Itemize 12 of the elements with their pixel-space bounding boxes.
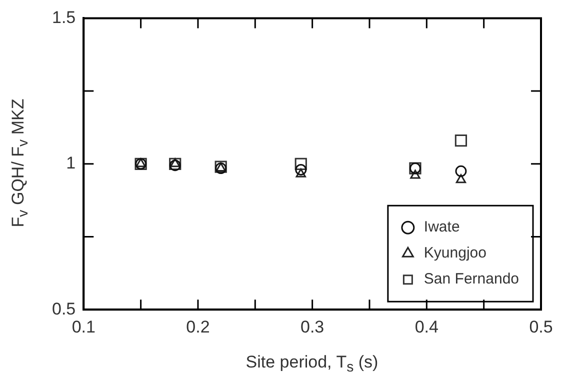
legend-label: San Fernando	[424, 270, 520, 288]
y-tick-label: 1	[66, 154, 76, 173]
legend-label: Kyungjoo	[424, 244, 486, 262]
x-tick-label: 0.1	[72, 317, 96, 336]
x-tick-label: 0.4	[414, 317, 438, 336]
legend-label: Iwate	[424, 218, 460, 236]
y-tick-label: 0.5	[52, 299, 76, 318]
y-tick-label: 1.5	[52, 8, 76, 27]
x-tick-label: 0.2	[186, 317, 210, 336]
x-tick-label: 0.5	[529, 317, 553, 336]
x-tick-label: 0.3	[300, 317, 324, 336]
x-axis-title: Site period, T$_{s}$ (s)	[246, 352, 378, 376]
